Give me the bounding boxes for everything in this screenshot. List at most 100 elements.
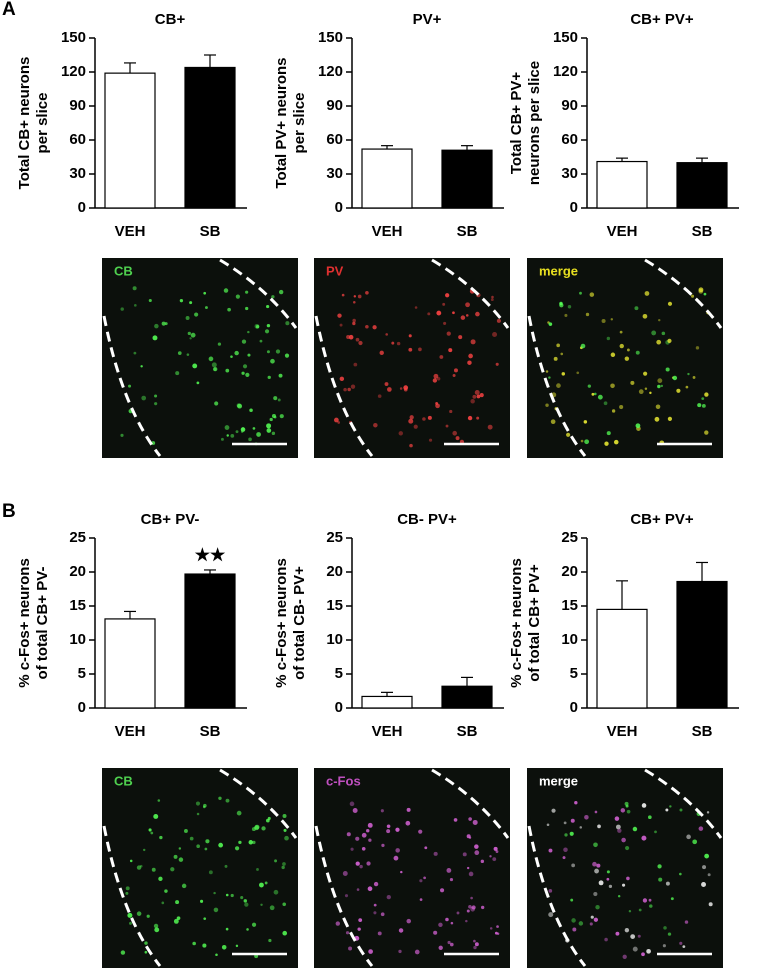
cell [621,837,626,843]
cell [275,349,281,354]
cell [237,403,243,409]
cell [240,427,246,432]
cell [559,301,563,306]
cell [139,864,143,868]
cell [406,918,412,924]
cell [184,829,188,833]
cell [170,867,175,872]
cell [626,809,631,814]
cell [243,899,247,903]
cell [342,871,348,876]
cell [266,428,272,433]
cell [545,370,549,373]
cell [284,835,289,841]
cell [353,300,356,304]
cell [282,902,287,907]
boundary [102,315,162,457]
image-label: merge [539,773,578,788]
cell [606,336,611,341]
y-tick-label: 25 [326,529,343,546]
y-axis-label: % c-Fos+ neurons [273,558,290,688]
cell [604,441,609,446]
cell [638,389,644,395]
cell [571,918,576,923]
cell [368,949,373,954]
cell [467,360,472,365]
cell [563,847,568,853]
cell [564,313,568,317]
cell [562,856,566,860]
cell [704,853,710,859]
y-axis-label: % c-Fos+ neurons [16,558,33,688]
cell [662,944,666,948]
cell [251,922,257,927]
cell [564,833,568,837]
y-tick-label: 15 [69,597,86,614]
cell [608,884,613,889]
cell [686,834,691,840]
bar [361,695,413,709]
cell [495,850,499,854]
cell [266,350,270,354]
cell [358,918,363,923]
micrograph: merge [527,258,723,458]
cell [146,914,150,918]
y-tick-label: 60 [561,131,578,148]
cell [346,832,351,837]
cell [189,836,194,841]
cell [185,316,190,320]
cell [395,848,400,853]
cell [545,403,549,407]
cell [617,894,621,898]
cell [471,905,476,910]
cell [120,950,126,955]
y-tick-label: 10 [561,631,578,648]
cell [235,944,239,948]
boundary [102,825,162,967]
cell [380,912,385,917]
cell [244,902,249,907]
cell [698,826,704,831]
cell [657,378,663,384]
cell [136,911,142,916]
cell [202,943,207,948]
cell [661,331,666,336]
cell [614,816,620,821]
boundary [431,258,510,329]
cell [657,864,662,869]
cell [205,839,210,844]
cell [372,325,377,330]
y-tick-label: 30 [69,165,86,182]
y-axis-label: per slice [34,93,51,154]
cell [635,350,640,355]
cell [458,335,463,340]
x-tick-label: VEH [372,723,403,740]
cell [468,836,472,839]
cell [141,395,147,401]
cell [192,941,196,946]
cell [632,826,638,832]
cell [591,392,595,396]
cell [702,865,707,870]
y-axis-label: of total CB+ PV+ [526,564,543,682]
y-axis-label: Total CB+ neurons [16,57,33,190]
cell [672,375,678,381]
cell [150,831,154,835]
cell [245,290,249,294]
y-axis-label: of total CB+ PV- [34,567,51,680]
cell [449,942,454,947]
cell [398,949,402,954]
cell [462,852,467,857]
cell [347,387,351,392]
cell [708,902,713,907]
y-tick-label: 20 [561,563,578,580]
cell [256,432,261,437]
cell [224,425,230,430]
cell [611,409,616,413]
cell [450,921,454,925]
cell [422,417,426,421]
cell [570,898,574,902]
cell [353,295,357,298]
cell [366,861,371,866]
cell [377,394,382,398]
